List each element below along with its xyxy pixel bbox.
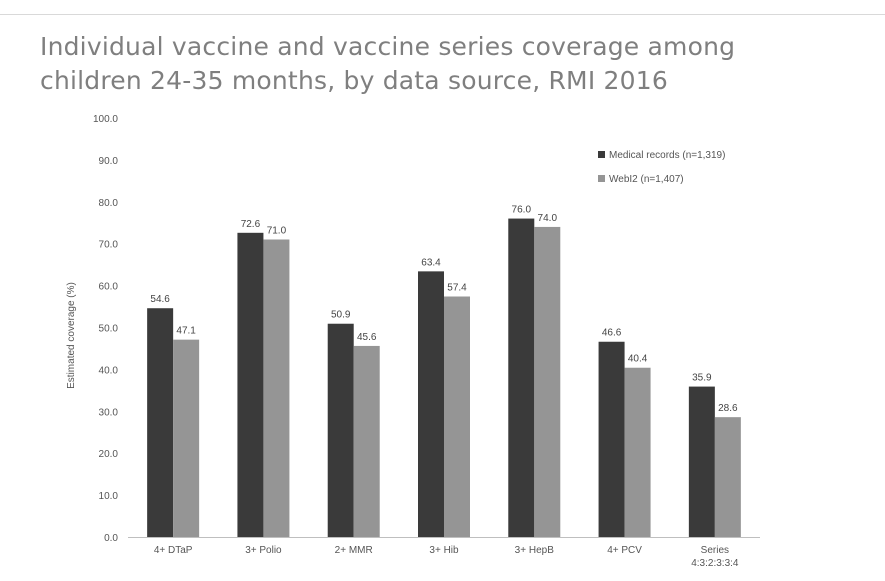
y-tick-label: 100.0 bbox=[93, 114, 118, 125]
bar-value-label: 35.9 bbox=[692, 373, 712, 384]
y-tick-label: 90.0 bbox=[99, 156, 119, 167]
y-tick-label: 50.0 bbox=[99, 324, 119, 335]
y-tick-label: 80.0 bbox=[99, 198, 119, 209]
x-tick-label: Series bbox=[701, 545, 729, 556]
legend-label: WebI2 (n=1,407) bbox=[609, 174, 684, 185]
bar-medical-records bbox=[237, 232, 264, 537]
x-tick-label: 4+ DTaP bbox=[154, 545, 193, 556]
x-tick-label: 2+ MMR bbox=[335, 545, 373, 556]
y-tick-label: 70.0 bbox=[99, 240, 119, 251]
x-tick-label: 3+ HepB bbox=[515, 545, 555, 556]
y-tick-label: 40.0 bbox=[99, 365, 119, 376]
chart-title: Individual vaccine and vaccine series co… bbox=[40, 30, 860, 98]
x-tick-label: 4:3:2:3:3:4 bbox=[691, 558, 739, 569]
y-tick-label: 60.0 bbox=[99, 282, 119, 293]
bar-medical-records bbox=[508, 218, 535, 537]
bar-webi2 bbox=[173, 339, 200, 537]
y-tick-label: 20.0 bbox=[99, 449, 119, 460]
bar-value-label: 46.6 bbox=[602, 328, 622, 339]
y-tick-label: 0.0 bbox=[104, 533, 118, 544]
legend-swatch bbox=[598, 151, 605, 158]
bar-webi2 bbox=[714, 417, 741, 537]
bar-webi2 bbox=[534, 226, 561, 537]
bar-medical-records bbox=[598, 341, 625, 537]
bar-value-label: 40.4 bbox=[628, 354, 648, 365]
bar-medical-records bbox=[327, 323, 354, 537]
x-tick-label: 4+ PCV bbox=[607, 545, 642, 556]
top-divider bbox=[0, 14, 885, 15]
y-tick-label: 10.0 bbox=[99, 491, 119, 502]
bar-webi2 bbox=[353, 345, 380, 537]
bar-value-label: 63.4 bbox=[421, 257, 441, 268]
bar-value-label: 71.0 bbox=[267, 226, 287, 237]
legend-swatch bbox=[598, 175, 605, 182]
bar-webi2 bbox=[624, 367, 651, 537]
bar-value-label: 50.9 bbox=[331, 310, 351, 321]
bar-medical-records bbox=[147, 308, 174, 537]
chart-title-line-2: children 24-35 months, by data source, R… bbox=[40, 66, 668, 95]
x-tick-label: 3+ Hib bbox=[429, 545, 459, 556]
bar-medical-records bbox=[418, 271, 444, 537]
bar-value-label: 72.6 bbox=[241, 219, 261, 230]
bar-value-label: 54.6 bbox=[150, 294, 170, 305]
bar-value-label: 28.6 bbox=[718, 403, 738, 414]
bar-value-label: 57.4 bbox=[447, 282, 467, 293]
bar-value-label: 76.0 bbox=[512, 205, 532, 216]
bar-medical-records bbox=[688, 386, 715, 537]
x-tick-label: 3+ Polio bbox=[245, 545, 282, 556]
bar-webi2 bbox=[444, 296, 470, 537]
y-axis-title: Estimated coverage (%) bbox=[66, 282, 77, 389]
bar-webi2 bbox=[263, 239, 290, 537]
bar-value-label: 45.6 bbox=[357, 332, 377, 343]
chart-title-line-1: Individual vaccine and vaccine series co… bbox=[40, 32, 736, 61]
y-tick-label: 30.0 bbox=[99, 407, 119, 418]
bar-value-label: 74.0 bbox=[538, 213, 558, 224]
legend-label: Medical records (n=1,319) bbox=[609, 150, 725, 161]
bar-value-label: 47.1 bbox=[176, 326, 196, 337]
